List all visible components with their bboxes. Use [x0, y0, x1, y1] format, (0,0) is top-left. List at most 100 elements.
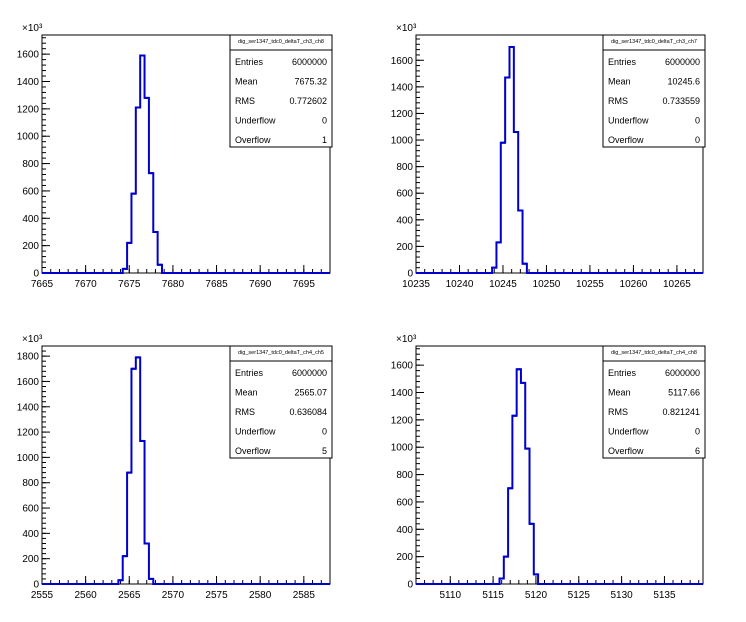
y-tick-label: 1200	[17, 104, 40, 115]
stats-row-label: RMS	[235, 96, 255, 106]
y-multiplier-label: ×10³	[22, 23, 43, 34]
y-tick-label: 1400	[17, 402, 40, 413]
x-tick-label: 5130	[610, 590, 633, 601]
stats-row-value: 6000000	[665, 368, 700, 378]
stats-row-label: Overflow	[235, 446, 271, 456]
stats-box: dig_ser1347_tdc0_deltaT_ch4_ch5 Entries 60…	[229, 345, 333, 459]
y-tick-label: 1600	[391, 361, 414, 372]
y-tick-label: 400	[396, 525, 413, 536]
stats-title: dig_ser1347_tdc0_deltaT_ch4_ch5	[238, 350, 324, 356]
y-tick-label: 800	[22, 478, 39, 489]
stats-title: dig_ser1347_tdc0_deltaT_ch4_ch8	[611, 350, 697, 356]
x-tick-label: 7695	[293, 279, 316, 290]
stats-row-label: Overflow	[235, 135, 271, 145]
stats-row-label: Entries	[235, 368, 264, 378]
stats-title: dig_ser1347_tdc0_deltaT_ch3_ch8	[238, 39, 324, 45]
x-tick-label: 10265	[663, 279, 691, 290]
x-tick-label: 2560	[75, 590, 98, 601]
y-tick-label: 1000	[391, 136, 414, 147]
x-tick-label: 5135	[653, 590, 676, 601]
x-tick-label: 7670	[75, 279, 98, 290]
stats-row-value: 0.821241	[662, 407, 700, 417]
stats-row-value: 0.733559	[662, 96, 700, 106]
y-tick-label: 1000	[17, 132, 40, 143]
x-tick-label: 2570	[162, 590, 185, 601]
y-tick-label: 1000	[17, 453, 40, 464]
x-tick-label: 7665	[31, 279, 54, 290]
stats-box: dig_ser1347_tdc0_deltaT_ch3_ch7 Entries 60…	[602, 34, 706, 148]
stats-box-frame	[229, 345, 333, 459]
stats-row-label: Mean	[608, 388, 631, 398]
stats-box-frame	[602, 34, 706, 148]
stats-row-label: Overflow	[608, 446, 644, 456]
x-tick-label: 7675	[118, 279, 141, 290]
stats-row-label: Mean	[608, 77, 631, 87]
y-multiplier-label: ×10³	[396, 334, 417, 345]
y-tick-label: 400	[22, 529, 39, 540]
x-tick-label: 7680	[162, 279, 185, 290]
stats-row-label: Mean	[235, 388, 258, 398]
stats-box: dig_ser1347_tdc0_deltaT_ch3_ch8 Entries 60…	[229, 34, 333, 148]
stats-row-label: Underflow	[235, 427, 276, 437]
x-tick-label: 10235	[402, 279, 430, 290]
y-tick-label: 200	[22, 241, 39, 252]
stats-row-value: 1	[322, 135, 327, 145]
y-tick-label: 1600	[17, 50, 40, 61]
x-tick-label: 10250	[533, 279, 561, 290]
stats-row-value: 7675.32	[294, 77, 327, 87]
stats-row-label: RMS	[235, 407, 255, 417]
stats-row-label: Entries	[235, 57, 264, 67]
x-tick-label: 2565	[118, 590, 141, 601]
y-multiplier-label: ×10³	[396, 23, 417, 34]
y-tick-label: 600	[22, 504, 39, 515]
histogram-pad-3: 0 200 400 600 800 1000 1200 1400 1600 1800 2555 256…	[17, 334, 333, 601]
y-tick-label: 1800	[17, 352, 40, 363]
y-multiplier-label: ×10³	[22, 334, 43, 345]
y-tick-label: 1200	[17, 428, 40, 439]
histogram-pad-4: 0 200 400 600 800 1000 1200 1400 1600 5110 5115 512…	[391, 334, 706, 601]
x-tick-label: 10240	[446, 279, 474, 290]
stats-row-value: 0.636084	[289, 407, 327, 417]
x-tick-label: 2580	[249, 590, 272, 601]
stats-row-label: Entries	[608, 368, 637, 378]
y-tick-label: 1400	[391, 82, 414, 93]
stats-row-label: Entries	[608, 57, 637, 67]
y-tick-label: 1200	[391, 415, 414, 426]
y-tick-label: 1600	[391, 56, 414, 67]
y-tick-label: 800	[396, 162, 413, 173]
y-tick-label: 1200	[391, 109, 414, 120]
stats-box-frame	[602, 345, 706, 459]
x-tick-label: 5110	[440, 590, 462, 601]
y-tick-label: 1400	[17, 77, 40, 88]
stats-row-value: 0	[322, 427, 327, 437]
histogram-pad-2: 0 200 400 600 800 1000 1200 1400 1600 10235 10240 1…	[391, 23, 706, 290]
stats-row-value: 0.772602	[289, 96, 327, 106]
y-tick-label: 400	[22, 214, 39, 225]
stats-row-value: 2565.07	[294, 388, 327, 398]
y-tick-label: 0	[33, 269, 39, 280]
x-tick-label: 2575	[205, 590, 228, 601]
y-tick-label: 200	[396, 552, 413, 563]
x-tick-label: 10245	[489, 279, 517, 290]
stats-row-value: 6000000	[292, 368, 327, 378]
stats-row-value: 0	[695, 427, 700, 437]
stats-row-value: 5	[322, 446, 327, 456]
stats-row-value: 6000000	[292, 57, 327, 67]
x-tick-label: 10260	[620, 279, 648, 290]
y-tick-label: 1400	[391, 388, 414, 399]
x-tick-label: 5115	[482, 590, 504, 601]
stats-row-label: Overflow	[608, 135, 644, 145]
x-tick-label: 10255	[576, 279, 604, 290]
histogram-pad-1: 0 200 400 600 800 1000 1200 1400 1600 7665 7670 767…	[17, 23, 333, 290]
y-tick-label: 400	[396, 215, 413, 226]
stats-row-value: 0	[695, 116, 700, 126]
stats-row-label: RMS	[608, 96, 628, 106]
stats-box: dig_ser1347_tdc0_deltaT_ch4_ch8 Entries 60…	[602, 345, 706, 459]
stats-row-label: RMS	[608, 407, 628, 417]
y-tick-label: 600	[396, 497, 413, 508]
x-tick-label: 5120	[525, 590, 548, 601]
stats-title: dig_ser1347_tdc0_deltaT_ch3_ch7	[611, 39, 697, 45]
stats-row-value: 0	[322, 116, 327, 126]
x-tick-label: 2585	[293, 590, 316, 601]
